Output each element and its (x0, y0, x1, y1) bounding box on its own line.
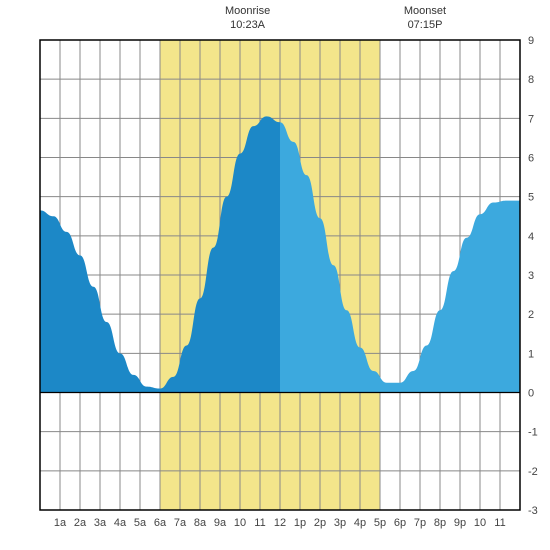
x-tick-label: 4p (354, 517, 366, 529)
x-tick-label: 1a (54, 517, 67, 529)
moonrise-label: Moonrise (225, 5, 270, 17)
x-tick-label: 5p (374, 517, 386, 529)
x-tick-label: 2a (74, 517, 87, 529)
tide-chart: -3-2-101234567891a2a3a4a5a6a7a8a9a101112… (0, 0, 550, 550)
x-tick-label: 6p (394, 517, 406, 529)
y-tick-label: 4 (528, 231, 534, 243)
y-tick-label: 1 (528, 348, 534, 360)
x-tick-label: 12 (274, 517, 286, 529)
x-tick-label: 10 (234, 517, 246, 529)
y-tick-label: 8 (528, 74, 534, 86)
y-tick-label: -2 (528, 466, 538, 478)
x-tick-label: 4a (114, 517, 127, 529)
x-tick-label: 9p (454, 517, 466, 529)
x-tick-label: 3p (334, 517, 346, 529)
y-tick-label: -3 (528, 505, 538, 517)
x-tick-label: 3a (94, 517, 107, 529)
y-tick-label: 2 (528, 309, 534, 321)
x-tick-label: 8a (194, 517, 207, 529)
chart-svg: -3-2-101234567891a2a3a4a5a6a7a8a9a101112… (0, 0, 550, 550)
moonset-time: 07:15P (408, 19, 443, 31)
x-tick-label: 2p (314, 517, 326, 529)
x-tick-label: 10 (474, 517, 486, 529)
x-tick-label: 7a (174, 517, 187, 529)
y-tick-label: 9 (528, 35, 534, 47)
moonset-label: Moonset (404, 5, 446, 17)
x-tick-label: 11 (254, 517, 265, 529)
moonrise-time: 10:23A (230, 19, 266, 31)
x-tick-label: 9a (214, 517, 227, 529)
y-tick-label: 5 (528, 192, 534, 204)
x-tick-label: 8p (434, 517, 446, 529)
x-tick-label: 1p (294, 517, 306, 529)
x-tick-label: 7p (414, 517, 426, 529)
x-tick-label: 6a (154, 517, 167, 529)
y-tick-label: 0 (528, 388, 534, 400)
y-tick-label: 7 (528, 113, 534, 125)
y-tick-label: 3 (528, 270, 534, 282)
y-tick-label: -1 (528, 427, 538, 439)
x-tick-label: 11 (494, 517, 505, 529)
y-tick-label: 6 (528, 153, 534, 165)
x-tick-label: 5a (134, 517, 147, 529)
